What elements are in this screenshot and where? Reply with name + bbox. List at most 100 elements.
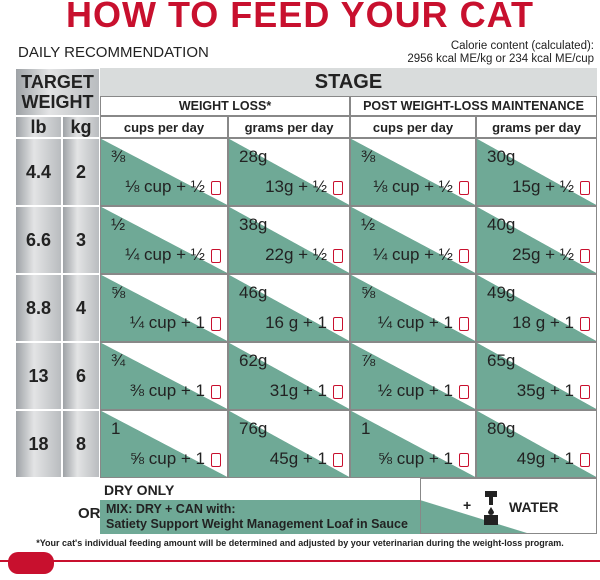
brand-line [0, 560, 600, 562]
can-icon [211, 453, 221, 467]
dry-amount: 46g [239, 283, 268, 302]
dry-amount: 76g [239, 419, 268, 438]
lb-header: lb [15, 116, 62, 138]
water-box: + WATER [420, 478, 597, 534]
unit-header: cups per day [350, 116, 476, 138]
mix-box: MIX: DRY + CAN with: Satiety Support Weig… [100, 500, 468, 534]
can-icon [459, 249, 469, 263]
mix-amount: 13g + ½ [265, 177, 327, 196]
can-icon [459, 453, 469, 467]
calorie-info: Calorie content (calculated): 2956 kcal M… [407, 40, 594, 66]
stage-header: STAGE [100, 68, 597, 96]
unit-header: cups per day [100, 116, 228, 138]
feeding-cell: ½ ¼ cup + ½ [100, 206, 228, 274]
mix-amount: 45g + 1 [269, 449, 327, 468]
water-icon [484, 491, 498, 525]
mix-amount: 22g + ½ [265, 245, 327, 264]
feeding-cell: ⅜ ⅛ cup + ½ [100, 138, 228, 206]
can-icon [580, 181, 590, 195]
can-icon [580, 317, 590, 331]
can-icon [333, 385, 343, 399]
can-icon [580, 249, 590, 263]
mix-amount: 18 g + 1 [512, 313, 574, 332]
can-icon [459, 385, 469, 399]
kg-cell: 8 [62, 410, 100, 478]
can-icon [333, 317, 343, 331]
dry-amount: ½ [361, 215, 376, 234]
dry-amount: ⅝ [361, 283, 376, 302]
calorie-line: 2956 kcal ME/kg or 234 kcal ME/cup [407, 53, 594, 65]
dry-amount: 28g [239, 147, 268, 166]
mix-amount: 49g + 1 [516, 449, 574, 468]
mix-amount: 35g + 1 [516, 381, 574, 400]
can-icon [580, 385, 590, 399]
mix-amount: ⅝ cup + 1 [129, 449, 205, 468]
can-icon [580, 453, 590, 467]
feeding-cell: 76g 45g + 1 [228, 410, 350, 478]
mix-amount: 31g + 1 [269, 381, 327, 400]
feeding-cell: 65g 35g + 1 [476, 342, 597, 410]
footnote: *Your cat's individual feeding amount wi… [36, 538, 564, 548]
kg-cell: 2 [62, 138, 100, 206]
dry-amount: 1 [111, 419, 121, 438]
dry-amount: 1 [361, 419, 371, 438]
kg-cell: 6 [62, 342, 100, 410]
mix-amount: ¼ cup + 1 [129, 313, 205, 332]
can-icon [333, 249, 343, 263]
dry-amount: 49g [487, 283, 516, 302]
mix-amount: ⅜ cup + 1 [129, 381, 205, 400]
unit-header: grams per day [476, 116, 597, 138]
dry-amount: 30g [487, 147, 516, 166]
lb-cell: 13 [15, 342, 62, 410]
dry-amount: ⅜ [111, 147, 126, 166]
target-weight-header: TARGET WEIGHT [15, 68, 100, 116]
header-text: TARGET [21, 72, 94, 92]
lb-cell: 8.8 [15, 274, 62, 342]
feeding-cell: 46g 16 g + 1 [228, 274, 350, 342]
subtitle: DAILY RECOMMENDATION [18, 44, 209, 61]
mix-amount: ⅛ cup + ½ [125, 177, 205, 196]
unit-header: grams per day [228, 116, 350, 138]
can-icon [211, 317, 221, 331]
feeding-cell: 28g 13g + ½ [228, 138, 350, 206]
lb-cell: 18 [15, 410, 62, 478]
mix-amount: ⅛ cup + ½ [373, 177, 453, 196]
mix-amount: 15g + ½ [512, 177, 574, 196]
mix-amount: ¼ cup + 1 [377, 313, 453, 332]
can-icon [211, 385, 221, 399]
or-label: OR [78, 505, 101, 522]
feeding-cell: ½ ¼ cup + ½ [350, 206, 476, 274]
can-icon [333, 453, 343, 467]
feeding-cell: 1 ⅝ cup + 1 [100, 410, 228, 478]
group-header: POST WEIGHT-LOSS MAINTENANCE [350, 96, 597, 116]
lb-cell: 4.4 [15, 138, 62, 206]
feeding-cell: 80g 49g + 1 [476, 410, 597, 478]
mix-amount: 16 g + 1 [265, 313, 327, 332]
calorie-line: Calorie content (calculated): [450, 40, 594, 52]
mix-amount: ¼ cup + ½ [373, 245, 453, 264]
dry-amount: 38g [239, 215, 268, 234]
mix-amount: ½ cup + 1 [377, 381, 453, 400]
dry-amount: ½ [111, 215, 126, 234]
feeding-cell: 1 ⅝ cup + 1 [350, 410, 476, 478]
mix-amount: ¼ cup + ½ [125, 245, 205, 264]
lb-cell: 6.6 [15, 206, 62, 274]
dry-amount: 62g [239, 351, 268, 370]
feeding-cell: 40g 25g + ½ [476, 206, 597, 274]
dry-label: DRY ONLY [104, 482, 175, 498]
group-header: WEIGHT LOSS* [100, 96, 350, 116]
can-icon [459, 181, 469, 195]
dry-label-wrap: DRY ONLY [100, 478, 465, 500]
brand-logo [8, 552, 54, 574]
mix-amount: ⅝ cup + 1 [377, 449, 453, 468]
dry-amount: 65g [487, 351, 516, 370]
dry-amount: 40g [487, 215, 516, 234]
feeding-cell: ⅜ ⅛ cup + ½ [350, 138, 476, 206]
dry-amount: ¾ [111, 351, 126, 370]
feeding-cell: 30g 15g + ½ [476, 138, 597, 206]
can-icon [211, 249, 221, 263]
